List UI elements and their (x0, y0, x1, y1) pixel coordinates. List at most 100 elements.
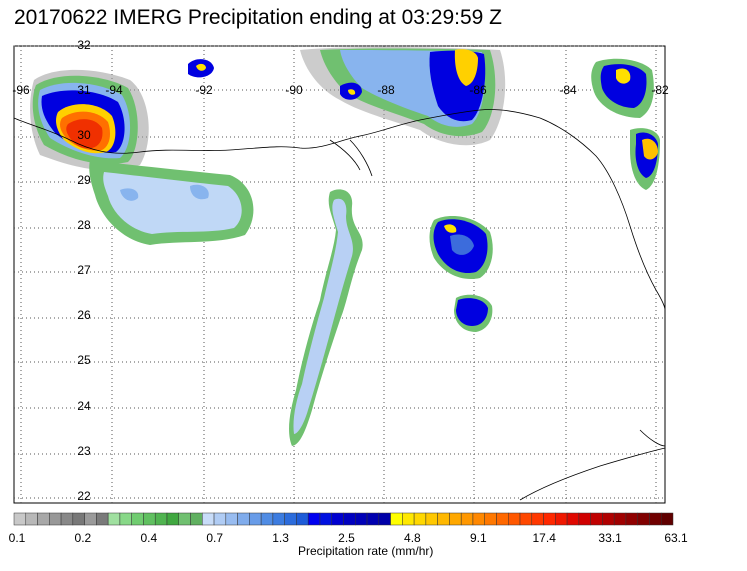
colorbar-swatch (143, 512, 156, 526)
colorbar-swatch (213, 512, 227, 526)
colorbar-tick-label: 2.5 (338, 531, 355, 545)
colorbar-swatch (637, 512, 650, 526)
rain-speck-2 (190, 184, 209, 200)
colorbar-tick-label: 33.1 (598, 531, 622, 545)
colorbar-tick-label: 9.1 (469, 531, 487, 545)
colorbar-swatch (590, 512, 603, 526)
rain-cell-ne-y (616, 68, 631, 84)
rain-band-thin-lb (293, 198, 353, 434)
colorbar-swatch (225, 512, 238, 526)
latitude-label: 25 (77, 353, 91, 367)
colorbar-swatch (460, 512, 474, 526)
colorbar-swatch (49, 512, 62, 526)
longitude-label: -96 (12, 83, 30, 97)
colorbar-swatch (355, 512, 368, 526)
longitude-label: -92 (195, 83, 213, 97)
colorbar-swatch (625, 512, 638, 526)
cuba-coastline (519, 447, 666, 501)
colorbar-swatch (107, 512, 121, 526)
latitude-label: 31 (77, 83, 91, 97)
longitude-label: -84 (559, 83, 577, 97)
colorbar (13, 512, 674, 526)
colorbar-swatch (60, 512, 74, 526)
longitude-label: -94 (105, 83, 123, 97)
latitude-label: 23 (77, 444, 91, 458)
longitude-label: -82 (651, 83, 669, 97)
precipitation-areas (30, 47, 660, 447)
latitude-label: 28 (77, 218, 91, 232)
latitude-label: 24 (77, 399, 91, 413)
rain-cell-gulf-275-y (444, 224, 457, 233)
colorbar-swatch (531, 512, 544, 526)
colorbar-swatch (190, 512, 203, 526)
colorbar-swatch (425, 512, 438, 526)
mississippi-delta (329, 139, 373, 177)
colorbar-swatch (649, 512, 662, 526)
colorbar-swatch (472, 512, 485, 526)
colorbar-swatch (437, 512, 450, 526)
rain-cell-gulf-275-lb (450, 234, 474, 255)
colorbar-tick-label: 0.1 (8, 531, 26, 545)
colorbar-swatch (13, 512, 27, 526)
colorbar-swatch (660, 512, 674, 526)
latitude-labels: 32 31 30 29 28 27 26 25 24 23 22 (77, 38, 91, 503)
colorbar-tick-label: 0.4 (140, 531, 158, 545)
gulf-coastline (13, 109, 666, 311)
colorbar-swatch (284, 512, 297, 526)
colorbar-swatch (260, 512, 274, 526)
colorbar-swatch (307, 512, 321, 526)
rain-cell-gulf-26-b (456, 298, 488, 326)
latitude-label: 22 (77, 489, 91, 503)
colorbar-title: Precipitation rate (mm/hr) (298, 544, 434, 558)
colorbar-tick-label: 17.4 (532, 531, 556, 545)
colorbar-swatch (543, 512, 556, 526)
colorbar-swatch (613, 512, 627, 526)
colorbar-swatch (402, 512, 415, 526)
rain-speck-1 (120, 188, 139, 201)
colorbar-swatch (555, 512, 568, 526)
colorbar-swatch (154, 512, 168, 526)
colorbar-swatch (343, 512, 356, 526)
latitude-label: 27 (77, 263, 91, 277)
colorbar-swatch (166, 512, 180, 526)
colorbar-swatch (25, 512, 38, 526)
colorbar-tick-label: 0.2 (74, 531, 92, 545)
colorbar-swatch (496, 512, 509, 526)
colorbar-swatch (37, 512, 50, 526)
longitude-label: -88 (377, 83, 395, 97)
rain-cell-ne-b (600, 64, 647, 108)
rain-cell-north-89-y (348, 89, 356, 95)
colorbar-swatch (449, 512, 462, 526)
latitude-label: 29 (77, 173, 91, 187)
colorbar-tick-label: 63.1 (664, 531, 688, 545)
colorbar-swatch (578, 512, 591, 526)
colorbar-swatch (519, 512, 533, 526)
colorbar-swatch (296, 512, 309, 526)
rain-cell-north-86-y (454, 49, 478, 86)
colorbar-swatch (237, 512, 250, 526)
colorbar-swatch (131, 512, 144, 526)
colorbar-swatch (202, 512, 215, 526)
latitude-label: 32 (77, 38, 91, 52)
colorbar-swatch (378, 512, 391, 526)
latitude-label: 30 (77, 128, 91, 142)
colorbar-tick-label: 1.3 (272, 531, 289, 545)
rain-band-29n-inner (103, 172, 242, 234)
longitude-label: -86 (469, 83, 487, 97)
colorbar-swatch (249, 512, 262, 526)
map-title: 20170622 IMERG Precipitation ending at 0… (14, 6, 502, 29)
colorbar-swatch (484, 512, 497, 526)
longitude-label: -90 (285, 83, 303, 97)
yucatan-coastline (639, 429, 666, 447)
longitude-labels: -96 -94 -92 -90 -88 -86 -84 -82 (12, 83, 669, 97)
colorbar-tick-label: 4.8 (404, 531, 421, 545)
colorbar-tick-label: 0.7 (206, 531, 224, 545)
colorbar-swatch (366, 512, 380, 526)
colorbar-swatch (178, 512, 191, 526)
colorbar-swatch (413, 512, 427, 526)
colorbar-swatch (272, 512, 285, 526)
colorbar-swatch (331, 512, 344, 526)
colorbar-swatch (72, 512, 85, 526)
colorbar-swatch (566, 512, 580, 526)
